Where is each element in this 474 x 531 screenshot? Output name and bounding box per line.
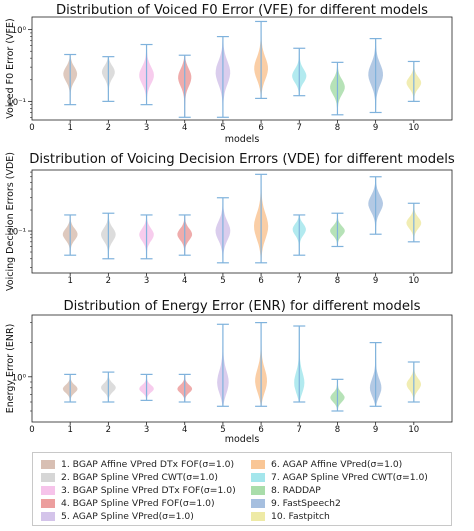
legend-swatch xyxy=(251,512,265,521)
x-tick-label: 9 xyxy=(373,123,378,133)
legend-label: 1. BGAP Affine VPred DTx FOF(σ=1.0) xyxy=(61,459,235,470)
x-tick-label: 2 xyxy=(106,276,111,286)
x-tick-label: 1 xyxy=(67,276,72,286)
x-tick-label: 3 xyxy=(144,276,149,286)
y-axis-label: Voicing Decision Errors (VDE) xyxy=(5,152,16,291)
y-axis-label: Voiced F0 Error (VFE) xyxy=(5,18,16,118)
x-axis-label: models xyxy=(225,134,260,145)
x-tick-label: 8 xyxy=(335,123,340,133)
x-tick-label: 0 xyxy=(29,123,34,133)
x-tick-label: 9 xyxy=(373,276,378,286)
x-tick-label: 5 xyxy=(220,276,225,286)
y-tick-label: 10⁰ xyxy=(12,373,27,383)
legend-swatch xyxy=(41,499,55,508)
x-tick-label: 7 xyxy=(297,123,302,133)
x-tick-label: 0 xyxy=(29,425,34,435)
figure: Distribution of Voiced F0 Error (VFE) fo… xyxy=(5,3,455,445)
legend-swatch xyxy=(251,486,265,495)
x-tick-label: 5 xyxy=(220,123,225,133)
x-tick-label: 6 xyxy=(258,123,263,133)
chart-title: Distribution of Voicing Decision Errors … xyxy=(29,152,455,167)
legend-swatch xyxy=(41,460,55,469)
legend-label: 3. BGAP Spline VPred DTx FOF(σ=1.0) xyxy=(61,485,236,496)
y-tick-label: 10⁻¹ xyxy=(7,228,26,238)
legend-swatch xyxy=(251,473,265,482)
chart-title: Distribution of Voiced F0 Error (VFE) fo… xyxy=(56,3,428,18)
legend-label: 6. AGAP Affine VPred(σ=1.0) xyxy=(271,459,403,470)
legend: 1. BGAP Affine VPred DTx FOF(σ=1.0) 2. BG… xyxy=(32,452,452,526)
x-tick-label: 3 xyxy=(144,425,149,435)
x-tick-label: 3 xyxy=(144,123,149,133)
x-tick-label: 10 xyxy=(408,425,419,435)
chart-panel-1: Distribution of Voiced F0 Error (VFE) fo… xyxy=(5,3,453,145)
x-tick-label: 6 xyxy=(258,276,263,286)
y-tick-label: 10⁰ xyxy=(12,26,27,36)
x-tick-label: 10 xyxy=(408,276,419,286)
x-tick-label: 4 xyxy=(182,276,187,286)
x-tick-label: 10 xyxy=(408,123,419,133)
x-tick-label: 5 xyxy=(220,425,225,435)
legend-label: 8. RADDAP xyxy=(271,485,321,496)
legend-label: 4. BGAP Spline VPred FOF(σ=1.0) xyxy=(61,498,215,509)
x-tick-label: 6 xyxy=(258,425,263,435)
legend-swatch xyxy=(251,460,265,469)
y-tick-label: 10⁻¹ xyxy=(7,98,26,108)
x-tick-label: 2 xyxy=(106,425,111,435)
x-tick-label: 8 xyxy=(335,425,340,435)
legend-label: 9. FastSpeech2 xyxy=(271,498,341,509)
x-tick-label: 4 xyxy=(182,123,187,133)
legend-label: 10. Fastpitch xyxy=(271,511,330,522)
y-axis-label: Energy Error (ENR) xyxy=(5,324,16,414)
chart-panel-3: Distribution of Energy Error (ENR) for d… xyxy=(5,299,453,445)
x-axis-label: models xyxy=(225,434,260,445)
chart-title: Distribution of Energy Error (ENR) for d… xyxy=(63,299,420,314)
x-tick-label: 7 xyxy=(297,425,302,435)
x-tick-label: 2 xyxy=(106,123,111,133)
x-tick-label: 1 xyxy=(67,123,72,133)
x-tick-label: 9 xyxy=(373,425,378,435)
plot-frame xyxy=(31,314,453,423)
legend-swatch xyxy=(251,499,265,508)
legend-swatch xyxy=(41,486,55,495)
legend-label: 5. AGAP Spline VPred(σ=1.0) xyxy=(61,511,194,522)
x-tick-label: 1 xyxy=(67,425,72,435)
legend-label: 7. AGAP Spline VPred CWT(σ=1.0) xyxy=(271,472,428,483)
legend-swatch xyxy=(41,473,55,482)
plot-frame xyxy=(31,169,453,274)
legend-label: 2. BGAP Spline VPred CWT(σ=1.0) xyxy=(61,472,218,483)
plot-frame xyxy=(31,16,453,121)
x-tick-label: 7 xyxy=(297,276,302,286)
legend-swatch xyxy=(41,512,55,521)
chart-panel-2: Distribution of Voicing Decision Errors … xyxy=(5,152,455,291)
x-tick-label: 4 xyxy=(182,425,187,435)
x-tick-label: 8 xyxy=(335,276,340,286)
